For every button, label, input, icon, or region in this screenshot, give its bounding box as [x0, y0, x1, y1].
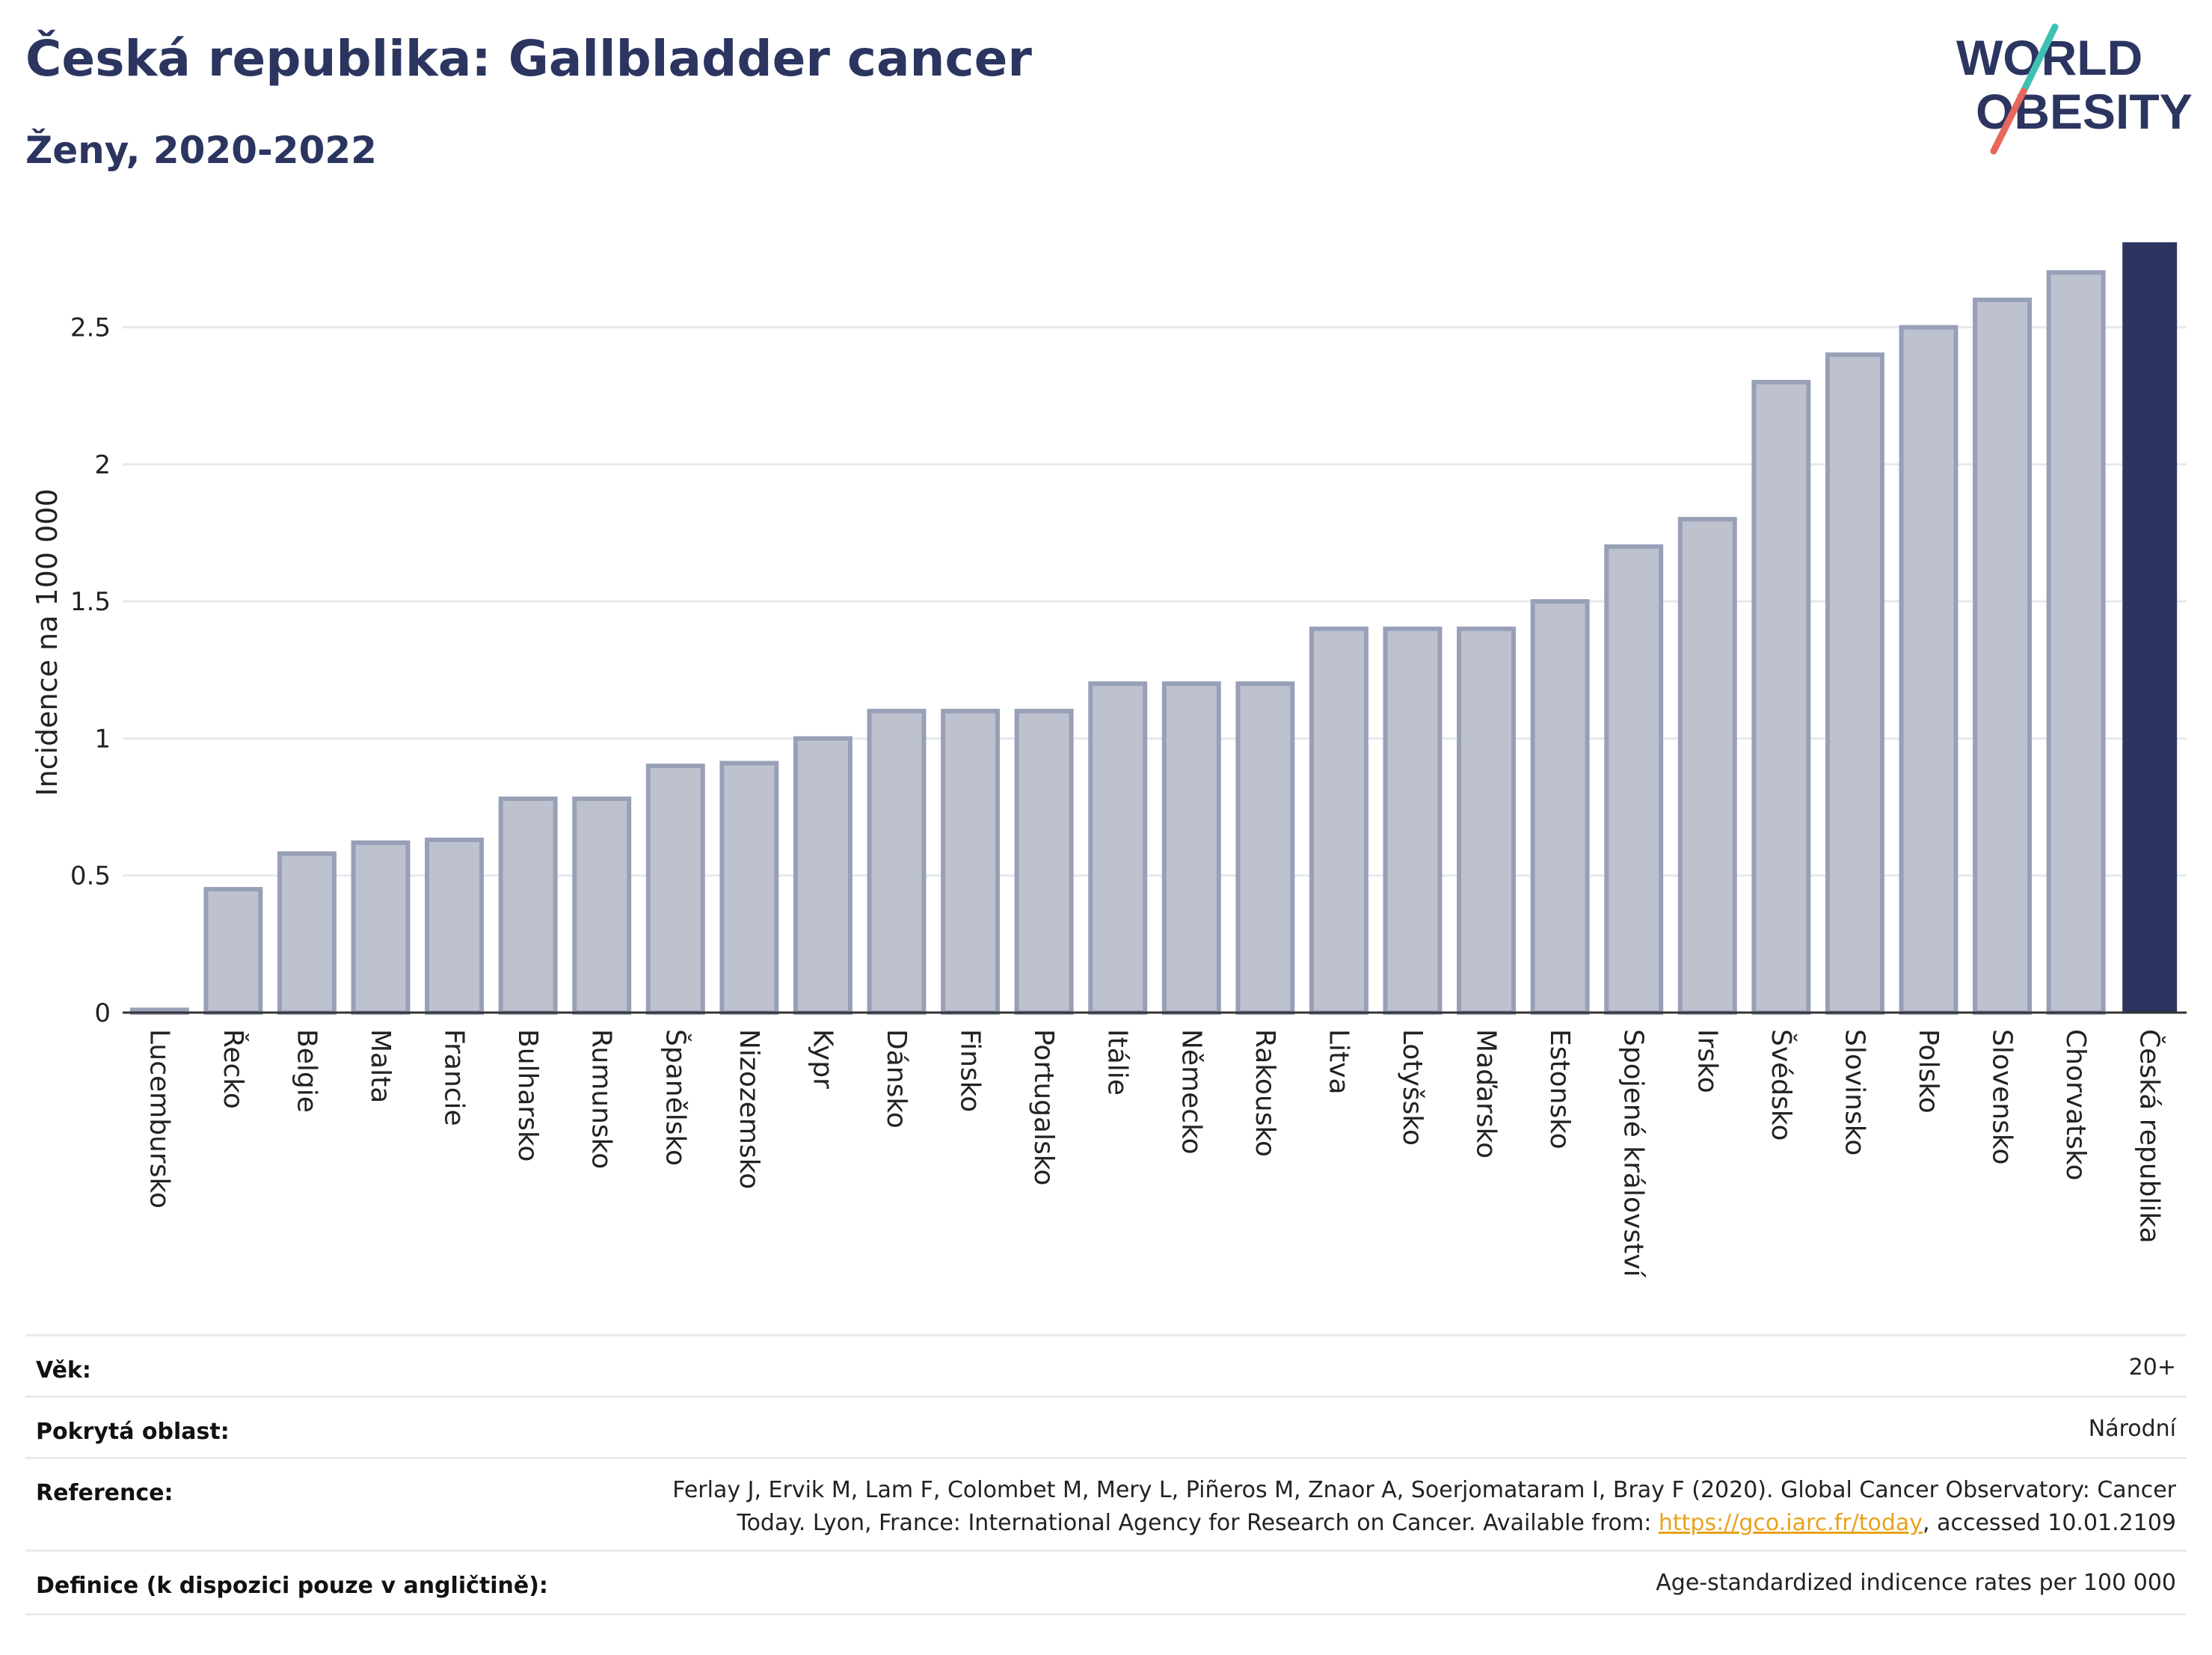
bar — [941, 708, 1001, 1016]
definition-value: Age-standardized indicence rates per 100… — [1656, 1570, 2176, 1596]
bar — [277, 851, 337, 1015]
bar — [351, 840, 411, 1016]
y-tick-label: 1 — [94, 724, 111, 754]
bar — [1604, 544, 1664, 1015]
y-axis-label: Incidence na 100 000 — [31, 488, 64, 796]
y-tick-label: 2.5 — [70, 313, 111, 343]
x-tick-label: Francie — [439, 1029, 470, 1126]
info-table: Věk: 20+ Pokrytá oblast: Národní Referen… — [25, 1334, 2187, 1618]
y-tick-label: 0 — [94, 998, 111, 1028]
x-tick-label: Spojené království — [1618, 1029, 1649, 1278]
logo-slash-top — [2020, 23, 2059, 95]
reference-value: Ferlay J, Ervik M, Lam F, Colombet M, Me… — [672, 1474, 2176, 1540]
bar — [867, 708, 927, 1016]
bar — [2046, 270, 2106, 1015]
age-label: Věk: — [36, 1357, 91, 1384]
bar — [1161, 681, 1221, 1015]
bar — [719, 761, 779, 1015]
reference-label: Reference: — [36, 1480, 173, 1506]
x-tick-label: Španělsko — [660, 1029, 691, 1166]
bar — [1457, 626, 1517, 1015]
bar-highlight — [2122, 242, 2178, 1013]
x-tick-label: Polsko — [1913, 1029, 1944, 1114]
x-tick-label: Belgie — [291, 1029, 322, 1113]
bar — [1235, 681, 1295, 1015]
bar — [572, 796, 632, 1015]
bar — [1751, 379, 1811, 1015]
bar — [1383, 626, 1443, 1015]
bar — [203, 887, 263, 1015]
x-tick-label: Švédsko — [1766, 1029, 1797, 1141]
bar — [1899, 325, 1958, 1015]
chart-subtitle: Ženy, 2020-2022 — [25, 129, 377, 172]
area-label: Pokrytá oblast: — [36, 1419, 230, 1445]
x-tick-label: Estonsko — [1544, 1029, 1575, 1149]
y-tick-label: 0.5 — [70, 862, 111, 891]
x-tick-label: Rakousko — [1250, 1029, 1280, 1157]
x-tick-label: Česká republika — [2134, 1029, 2166, 1244]
info-row-age: Věk: 20+ — [25, 1334, 2187, 1398]
bar — [793, 736, 852, 1015]
x-tick-label: Slovensko — [1987, 1029, 2018, 1165]
reference-text-3: , accessed 10.01.2109 — [1923, 1510, 2176, 1536]
area-value: Národní — [2088, 1416, 2176, 1442]
y-tick-label: 1.5 — [70, 587, 111, 617]
bar — [645, 764, 705, 1016]
x-tick-label: Rumunsko — [586, 1029, 617, 1169]
x-tick-label: Irsko — [1692, 1029, 1722, 1093]
bar — [425, 838, 485, 1015]
reference-line-1: Ferlay J, Ervik M, Lam F, Colombet M, Me… — [672, 1477, 2176, 1503]
bar — [498, 796, 558, 1015]
chart-title: Česká republika: Gallbladder cancer — [25, 30, 1032, 87]
x-tick-label: Nizozemsko — [734, 1029, 764, 1189]
age-value: 20+ — [2128, 1354, 2176, 1381]
info-row-area: Pokrytá oblast: Národní — [25, 1395, 2187, 1459]
x-tick-label: Lucembursko — [144, 1029, 174, 1209]
logo-slash-bottom — [1990, 87, 2027, 155]
bar-chart: 0 0.5 1 1.5 2 2.5 Incidence na 100 000 Lucembur… — [31, 242, 2187, 1278]
reference-line-2: Today. Lyon, France: International Agenc… — [672, 1507, 2176, 1540]
bar — [1973, 297, 2033, 1015]
y-tick-label: 2 — [94, 450, 111, 480]
info-row-reference: Reference: Ferlay J, Ervik M, Lam F, Col… — [25, 1457, 2187, 1552]
bar — [1014, 708, 1074, 1016]
reference-link[interactable]: https://gco.iarc.fr/today — [1658, 1510, 1923, 1536]
x-tick-label: Lotyšsko — [1397, 1029, 1428, 1146]
x-tick-label: Malta — [365, 1029, 396, 1103]
x-tick-label: Slovinsko — [1839, 1029, 1870, 1155]
x-tick-label: Kypr — [807, 1029, 838, 1089]
x-tick-label: Itálie — [1102, 1029, 1133, 1096]
world-obesity-logo: WORLD OBESITY — [1956, 23, 2193, 155]
bar — [1530, 599, 1590, 1015]
x-tick-label: Dánsko — [881, 1029, 912, 1129]
x-tick-label: Německo — [1176, 1029, 1206, 1155]
definition-label: Definice (k dispozici pouze v angličtině… — [36, 1573, 548, 1599]
x-tick-label: Bulharsko — [512, 1029, 543, 1162]
bar — [1309, 626, 1368, 1015]
reference-text-2: Today. Lyon, France: International Agenc… — [737, 1510, 1659, 1536]
x-tick-label: Portugalsko — [1028, 1029, 1059, 1185]
x-tick-label: Finsko — [955, 1029, 986, 1112]
x-tick-label: Řecko — [218, 1029, 249, 1109]
info-row-definition: Definice (k dispozici pouze v angličtině… — [25, 1550, 2187, 1615]
bar — [1677, 517, 1737, 1015]
x-tick-label: Maďarsko — [1471, 1029, 1502, 1158]
x-tick-label: Litva — [1323, 1029, 1354, 1095]
x-tick-label: Chorvatsko — [2060, 1029, 2091, 1181]
bar — [1088, 681, 1148, 1015]
bar — [1825, 352, 1884, 1016]
